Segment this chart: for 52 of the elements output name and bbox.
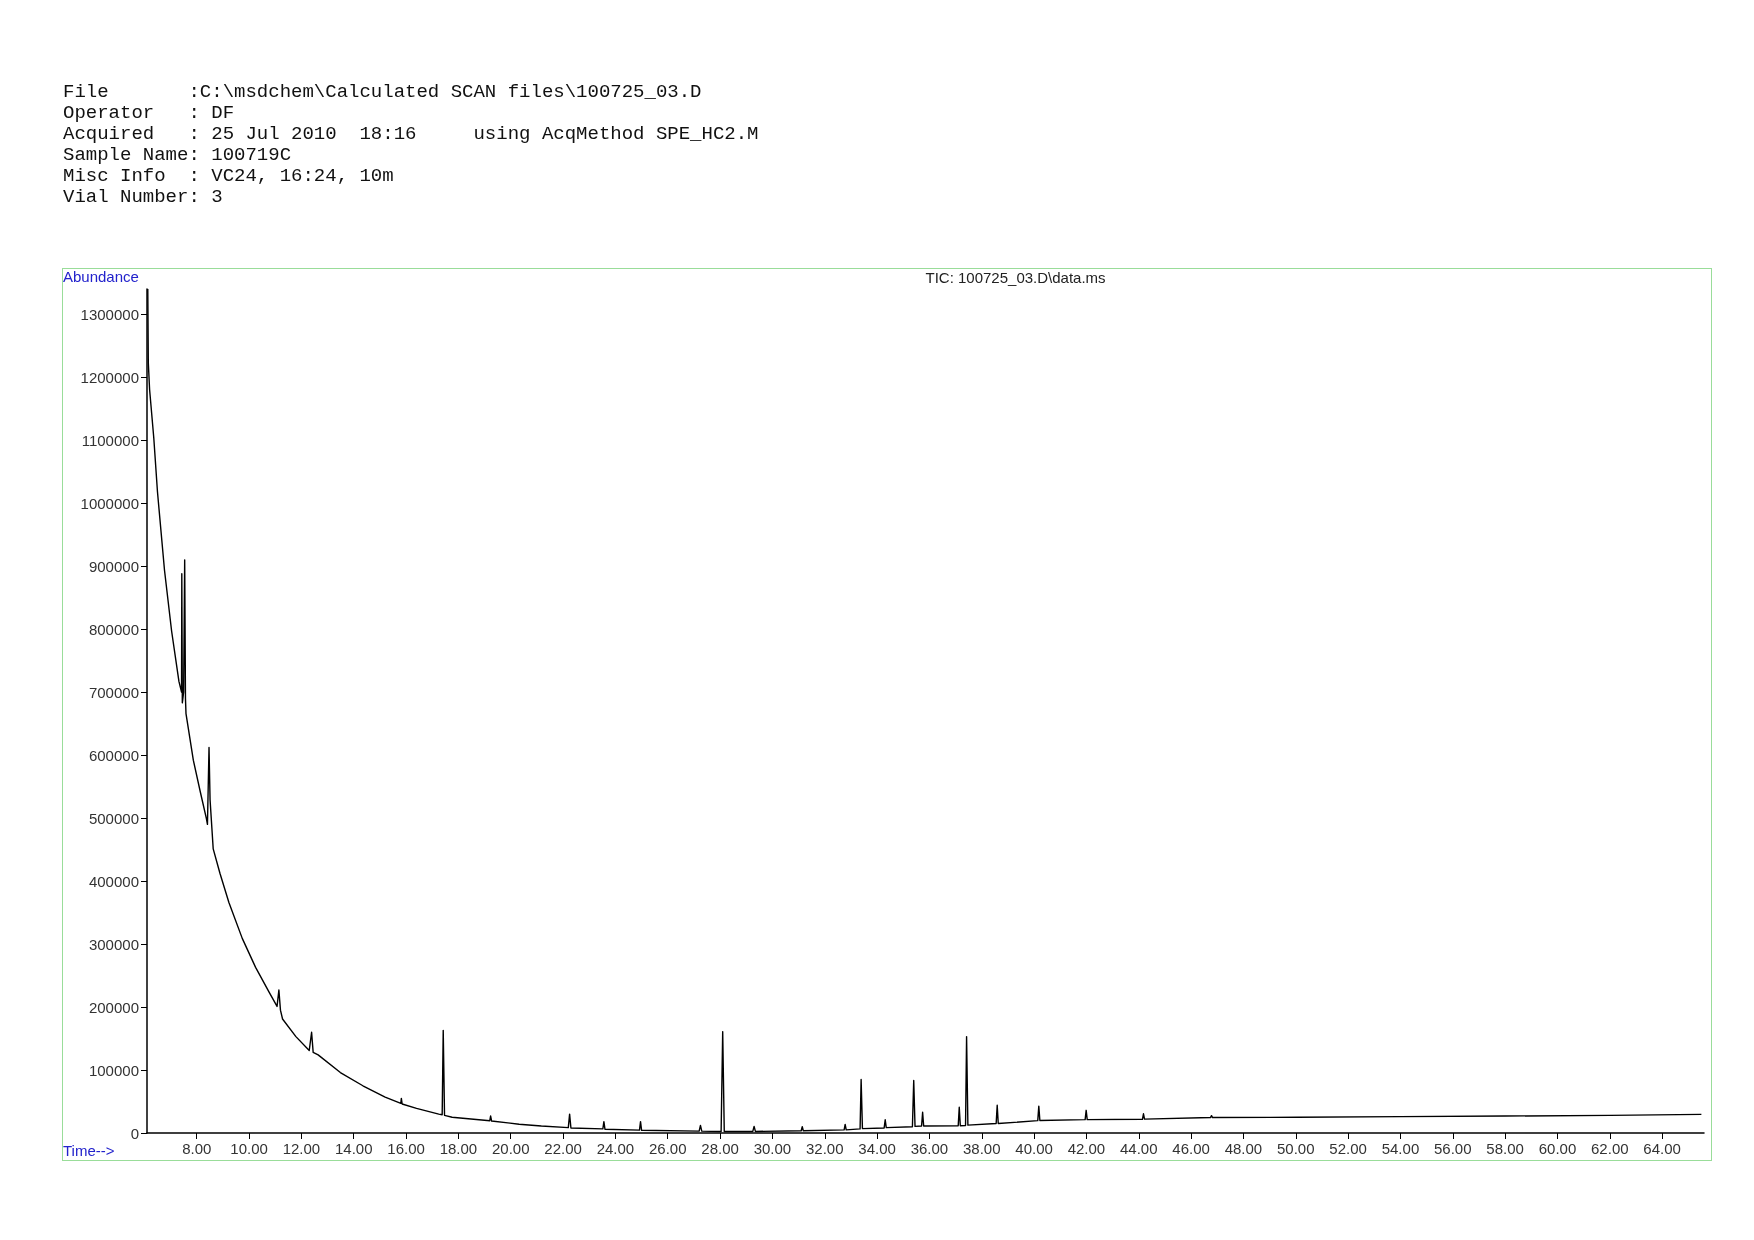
- y-tick-label: 0: [130, 1124, 139, 1142]
- x-tick-label: 34.00: [858, 1140, 896, 1157]
- y-tick-label: 400000: [88, 872, 139, 890]
- x-tick-label: 32.00: [805, 1140, 844, 1157]
- x-tick-label: 44.00: [1120, 1140, 1158, 1157]
- y-tick-label: 1100000: [81, 431, 139, 449]
- text: Vial Number: 3: [63, 186, 224, 208]
- x-tick-label: 12.00: [282, 1140, 321, 1157]
- x-tick-label: 26.00: [648, 1140, 687, 1157]
- chart-title: TIC: 100725_03.D\data.ms: [925, 269, 1106, 286]
- x-tick-label: 24.00: [596, 1140, 635, 1157]
- text: File :C:\msdchem\Calculated SCAN files\100725_03.D: [63, 81, 703, 103]
- y-tick-label: 500000: [88, 809, 139, 827]
- x-tick-label: 38.00: [962, 1140, 1001, 1157]
- y-tick-label: 1000000: [80, 494, 139, 512]
- x-tick-label: 22.00: [544, 1140, 582, 1157]
- x-tick-label: 58.00: [1486, 1140, 1524, 1157]
- x-tick-label: 46.00: [1172, 1140, 1210, 1157]
- x-tick-label: 54.00: [1381, 1140, 1420, 1157]
- text: Sample Name: 100719C: [63, 144, 293, 166]
- y-tick-label: 1200000: [80, 368, 139, 386]
- y-tick-label: 800000: [88, 620, 139, 638]
- text: Operator : DF: [63, 102, 236, 124]
- y-tick-label: 300000: [88, 935, 139, 953]
- x-tick-label: 28.00: [701, 1140, 739, 1157]
- x-tick-label: 56.00: [1434, 1140, 1472, 1157]
- x-tick-label: 64.00: [1643, 1140, 1681, 1157]
- y-tick-label: 900000: [88, 557, 139, 575]
- x-tick-label: 20.00: [491, 1140, 530, 1157]
- text: Acquired : 25 Jul 2010 18:16 using AcqMethod SPE_HC2.M: [63, 123, 759, 145]
- y-tick-label: 700000: [88, 683, 139, 701]
- x-tick-label: 62.00: [1591, 1140, 1629, 1157]
- x-tick-label: 50.00: [1277, 1140, 1315, 1157]
- x-tick-label: 36.00: [910, 1140, 949, 1157]
- x-tick-label: 48.00: [1224, 1140, 1263, 1157]
- x-tick-label: 16.00: [387, 1140, 425, 1157]
- x-tick-label: 40.00: [1015, 1140, 1053, 1157]
- x-tick-label: 10.00: [230, 1140, 268, 1157]
- y-tick-label: 100000: [88, 1061, 139, 1079]
- y-tick-label: 1300000: [80, 305, 139, 323]
- x-tick-label: 8.00: [182, 1140, 212, 1157]
- y-tick-label: 600000: [88, 746, 139, 764]
- x-axis-title: Time-->: [63, 1142, 115, 1159]
- x-tick-label: 60.00: [1538, 1140, 1577, 1157]
- x-tick-label: 18.00: [439, 1140, 478, 1157]
- y-tick-label: 200000: [88, 998, 139, 1016]
- text: Misc Info : VC24, 16:24, 10m: [63, 165, 395, 187]
- y-axis-title: Abundance: [63, 268, 139, 285]
- x-tick-label: 42.00: [1067, 1140, 1106, 1157]
- x-tick-label: 52.00: [1329, 1140, 1367, 1157]
- x-tick-label: 30.00: [753, 1140, 792, 1157]
- x-tick-label: 14.00: [334, 1140, 373, 1157]
